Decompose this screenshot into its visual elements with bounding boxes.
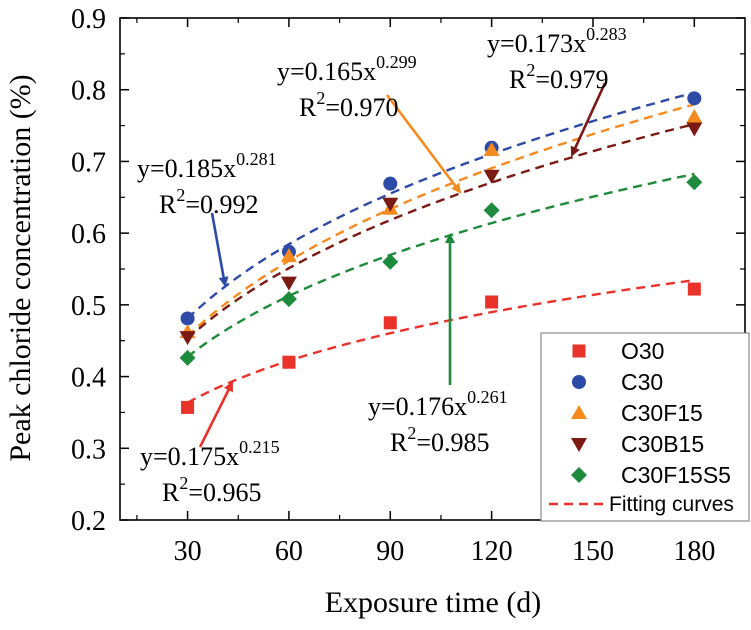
axes: 30 60 90 120 150 180 0.2 0.3 0.4 0.5 0.6 0.7 0.8 0.9 (71, 4, 746, 567)
point-c30 (383, 176, 398, 191)
point-o30 (687, 282, 701, 296)
point-o30 (181, 400, 195, 414)
y-tick-label: 0.4 (71, 363, 106, 394)
point-c30f15 (483, 141, 500, 156)
legend-marker-c30b15 (571, 438, 587, 452)
point-o30 (383, 316, 397, 330)
point-c30f15s5 (686, 174, 703, 191)
y-tick-label: 0.6 (71, 219, 106, 250)
legend-marker-c30f15 (571, 405, 587, 419)
equation-c30b15: y=0.173x0.283 (487, 24, 627, 58)
fit-curve-c30f15s5 (186, 172, 695, 358)
legend-marker-c30f15s5 (571, 467, 587, 483)
fit-curve-c30b15 (186, 122, 695, 340)
x-tick-label: 90 (376, 536, 404, 567)
equation-o30: y=0.175x0.215 (140, 437, 280, 471)
equation-c30f15s5: y=0.176x0.261 (368, 387, 508, 421)
fit-curve-c30f15 (186, 103, 695, 338)
r-squared-c30b15: R2=0.979 (509, 60, 609, 94)
legend: O30 C30 C30F15 C30B15 C30F15S5 Fitting curves (540, 332, 750, 522)
equation-c30: y=0.185x0.281 (137, 149, 277, 183)
point-c30f15s5 (382, 253, 399, 270)
r-squared-c30f15: R2=0.970 (299, 88, 399, 122)
fit-curve-c30 (186, 91, 695, 320)
x-tick-label: 180 (673, 536, 715, 567)
y-axis-label: Peak chloride concentration (%) (4, 74, 37, 461)
y-tick-label: 0.7 (71, 147, 106, 178)
point-c30f15s5 (179, 349, 196, 366)
legend-marker-c30 (572, 375, 586, 389)
y-tick-label: 0.3 (71, 434, 106, 465)
y-tick-label: 0.8 (71, 76, 106, 107)
point-c30 (180, 311, 195, 326)
x-tick-label: 150 (572, 536, 614, 567)
point-c30b15 (382, 197, 399, 212)
legend-marker-o30 (572, 344, 586, 358)
point-c30 (687, 91, 702, 106)
point-o30 (485, 295, 499, 309)
arrow-c30f15 (385, 94, 462, 194)
r-squared-c30f15s5: R2=0.985 (390, 423, 490, 457)
fitting-curves (186, 91, 695, 404)
y-tick-label: 0.9 (71, 4, 106, 35)
r-squared-o30: R2=0.965 (162, 473, 262, 507)
point-c30b15 (686, 122, 703, 137)
x-axis-label: Exposure time (d) (325, 586, 542, 619)
point-c30f15s5 (483, 202, 500, 219)
point-o30 (282, 355, 296, 369)
arrow-o30 (198, 381, 234, 448)
arrow-c30 (210, 212, 229, 287)
legend-label-fitting-curves: Fitting curves (609, 493, 734, 516)
point-c30b15 (179, 331, 196, 346)
r-squared-c30: R2=0.992 (159, 185, 259, 219)
legend-box (540, 332, 750, 522)
point-c30f15 (280, 248, 297, 263)
x-tick-label: 120 (471, 536, 513, 567)
legend-label-c30: C30 (621, 369, 663, 395)
fit-curve-o30 (187, 278, 695, 404)
point-c30b15 (483, 169, 500, 184)
point-c30f15 (686, 108, 703, 123)
legend-label-c30b15: C30B15 (621, 431, 704, 457)
arrow-c30b15 (570, 82, 607, 157)
y-tick-label: 0.5 (71, 291, 106, 322)
point-c30b15 (280, 276, 297, 291)
legend-label-c30f15: C30F15 (621, 400, 703, 426)
y-tick-label: 0.2 (71, 506, 106, 537)
equation-c30f15: y=0.165x0.299 (277, 52, 417, 86)
x-tick-label: 30 (174, 536, 202, 567)
legend-label-o30: O30 (621, 338, 664, 364)
x-tick-label: 60 (275, 536, 303, 567)
point-c30f15s5 (280, 291, 297, 308)
data-markers (179, 91, 703, 414)
legend-label-c30f15s5: C30F15S5 (621, 462, 731, 488)
